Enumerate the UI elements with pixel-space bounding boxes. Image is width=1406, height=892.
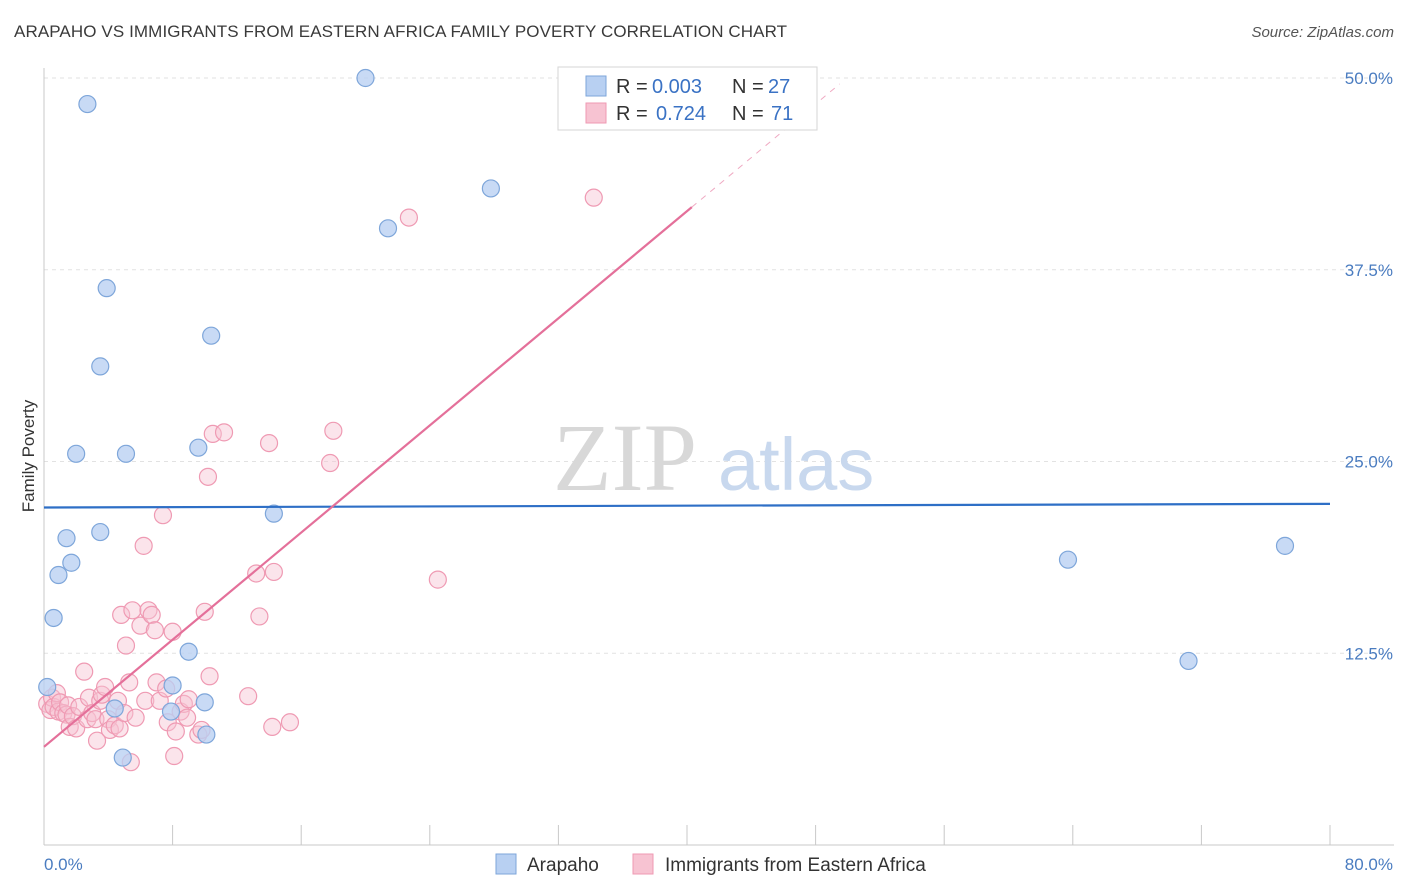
point-pink-70 bbox=[428, 570, 447, 589]
point-blue-25 bbox=[1179, 651, 1198, 671]
point-pink-46 bbox=[163, 622, 182, 641]
point-pink-48 bbox=[166, 722, 185, 741]
stats-legend-n-label-blue: N = bbox=[732, 76, 764, 98]
point-pink-33 bbox=[123, 601, 142, 620]
point-pink-62 bbox=[250, 607, 269, 626]
point-blue-21 bbox=[356, 68, 375, 88]
point-blue-8 bbox=[91, 522, 110, 542]
point-blue-13 bbox=[161, 702, 181, 721]
point-blue-20 bbox=[264, 504, 283, 523]
point-pink-43 bbox=[153, 506, 173, 525]
stats-legend-n-label-pink: N = bbox=[732, 103, 764, 125]
regression-line-blue bbox=[43, 502, 1331, 509]
point-blue-2 bbox=[49, 565, 68, 585]
point-pink-27 bbox=[110, 719, 129, 738]
regression-line-pink bbox=[43, 206, 693, 748]
point-pink-52 bbox=[179, 690, 198, 709]
point-blue-22 bbox=[378, 219, 398, 238]
stats-legend-r-value-pink: 0.724 bbox=[656, 103, 706, 125]
point-blue-4 bbox=[62, 553, 81, 572]
point-pink-30 bbox=[116, 636, 136, 655]
point-blue-18 bbox=[197, 725, 216, 744]
point-blue-26 bbox=[1275, 536, 1295, 555]
point-blue-15 bbox=[179, 642, 198, 661]
y-tick-label-0: 12.5% bbox=[1345, 644, 1393, 663]
stats-legend-n-value-blue: 27 bbox=[768, 76, 790, 98]
point-blue-23 bbox=[481, 179, 500, 198]
series-immigrants-points bbox=[38, 188, 603, 772]
y-tick-label-2: 37.5% bbox=[1345, 261, 1393, 280]
watermark-atlas: atlas bbox=[718, 423, 874, 506]
y-tick-label-3: 50.0% bbox=[1345, 69, 1393, 88]
point-pink-51 bbox=[177, 708, 197, 727]
y-axis-label: Family Poverty bbox=[19, 399, 38, 512]
stats-legend-r-label-pink: R = bbox=[616, 103, 648, 125]
legend-label-arapaho: Arapaho bbox=[527, 855, 599, 876]
stats-legend-n-value-pink: 71 bbox=[771, 103, 793, 125]
point-blue-6 bbox=[78, 94, 97, 114]
watermark-zip: ZIP bbox=[553, 404, 697, 511]
point-pink-37 bbox=[136, 691, 155, 710]
point-blue-14 bbox=[163, 676, 182, 695]
stats-legend-swatch-pink bbox=[585, 102, 607, 124]
stats-legend-r-label-blue: R = bbox=[616, 76, 648, 98]
point-pink-36 bbox=[134, 536, 153, 555]
point-pink-39 bbox=[142, 605, 161, 625]
point-pink-57 bbox=[200, 667, 219, 686]
chart-title: ARAPAHO VS IMMIGRANTS FROM EASTERN AFRIC… bbox=[14, 22, 788, 41]
point-pink-14 bbox=[75, 662, 94, 681]
stats-legend-swatch-blue bbox=[585, 75, 607, 97]
point-pink-22 bbox=[95, 677, 115, 697]
point-blue-0 bbox=[38, 677, 57, 697]
y-tick-label-1: 25.0% bbox=[1345, 453, 1393, 472]
bottom-legend: Arapaho Immigrants from Eastern Africa bbox=[495, 853, 926, 876]
point-blue-7 bbox=[91, 357, 110, 376]
point-blue-24 bbox=[1058, 550, 1078, 569]
x-tick-label-1: 80.0% bbox=[1345, 855, 1393, 874]
point-pink-56 bbox=[198, 467, 218, 486]
legend-label-immigrants: Immigrants from Eastern Africa bbox=[665, 855, 926, 876]
point-blue-9 bbox=[97, 279, 116, 298]
point-blue-10 bbox=[105, 699, 124, 718]
point-pink-66 bbox=[280, 713, 300, 732]
point-pink-47 bbox=[165, 746, 184, 766]
point-blue-1 bbox=[44, 608, 63, 628]
x-tick-label-0: 0.0% bbox=[44, 855, 83, 874]
legend-swatch-immigrants bbox=[632, 853, 654, 875]
point-pink-63 bbox=[259, 433, 279, 453]
point-pink-67 bbox=[321, 453, 340, 473]
stats-legend-r-value-blue: 0.003 bbox=[652, 76, 702, 98]
point-pink-18 bbox=[86, 710, 105, 729]
point-pink-19 bbox=[87, 731, 107, 750]
point-pink-65 bbox=[264, 562, 283, 582]
point-blue-11 bbox=[113, 748, 132, 767]
grid-layer bbox=[44, 77, 1394, 654]
chart-source: Source: ZipAtlas.com bbox=[1251, 24, 1394, 41]
point-blue-17 bbox=[195, 693, 214, 712]
point-pink-28 bbox=[112, 605, 131, 625]
point-pink-59 bbox=[214, 423, 234, 442]
point-pink-64 bbox=[263, 717, 282, 736]
point-blue-19 bbox=[202, 326, 221, 345]
point-blue-5 bbox=[67, 444, 86, 463]
watermark: ZIP atlas bbox=[553, 404, 874, 511]
legend-swatch-arapaho bbox=[495, 853, 517, 875]
point-pink-61 bbox=[247, 564, 266, 583]
point-pink-68 bbox=[324, 421, 343, 440]
tick-labels: 12.5% 25.0% 37.5% 50.0% 0.0% 80.0% bbox=[44, 69, 1393, 874]
point-pink-40 bbox=[145, 621, 165, 640]
point-blue-3 bbox=[57, 529, 76, 548]
point-pink-60 bbox=[239, 687, 258, 706]
point-pink-71 bbox=[584, 188, 603, 207]
point-pink-34 bbox=[126, 708, 145, 727]
point-blue-12 bbox=[116, 444, 136, 463]
point-pink-69 bbox=[399, 208, 419, 227]
series-arapaho-points bbox=[38, 68, 1295, 767]
point-blue-16 bbox=[189, 438, 208, 457]
stats-legend: R = 0.003 N = 27 R = 0.724 N = 71 bbox=[557, 66, 818, 131]
point-pink-35 bbox=[131, 616, 150, 635]
